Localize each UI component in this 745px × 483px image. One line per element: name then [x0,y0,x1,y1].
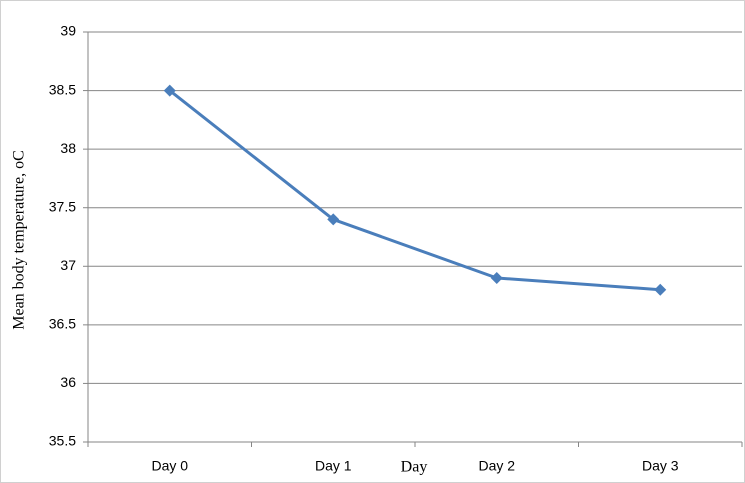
y-tick-label: 36 [60,374,76,390]
y-tick-label: 35.5 [49,433,76,449]
y-tick-label: 37 [60,257,76,273]
y-tick-label: 39 [60,23,76,39]
y-tick-label: 37.5 [49,198,76,214]
y-tick-label: 38.5 [49,81,76,97]
x-tick-label: Day 3 [642,458,679,474]
x-tick-label: Day 1 [315,458,352,474]
y-tick-label: 38 [60,140,76,156]
data-marker [490,272,503,284]
data-marker [163,84,176,97]
data-marker [327,213,340,226]
y-axis-label: Mean body temperature, oC [11,150,28,330]
x-tick-label: Day 0 [151,458,188,474]
x-axis-label: Day [401,459,428,476]
y-tick-label: 36.5 [49,316,76,332]
data-marker [654,283,667,296]
x-tick-label: Day 2 [478,458,515,474]
data-line [168,89,661,292]
